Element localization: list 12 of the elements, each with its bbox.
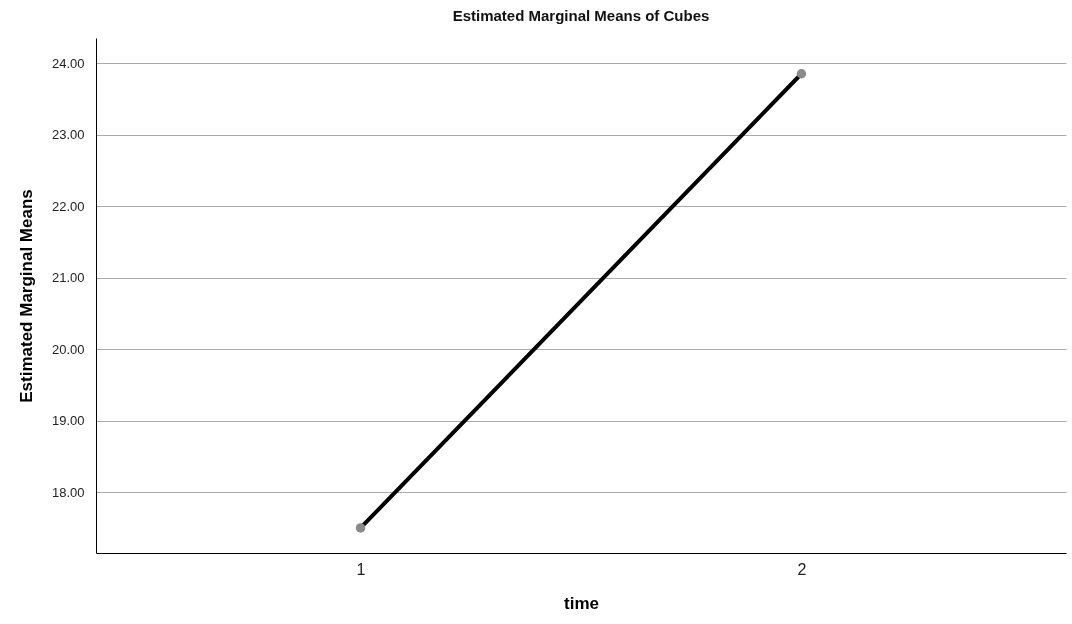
y-tick-label: 22.00 — [51, 198, 85, 214]
y-axis-title: Estimated Marginal Means — [16, 189, 36, 403]
y-tick-label: 18.00 — [51, 484, 85, 500]
y-tick-label: 24.00 — [51, 55, 85, 71]
y-tick-label: 19.00 — [51, 413, 85, 429]
y-tick-label: 20.00 — [51, 341, 85, 357]
x-tick-label: 2 — [797, 560, 807, 578]
chart-title: Estimated Marginal Means of Cubes — [452, 7, 710, 24]
y-tick-label: 23.00 — [51, 127, 85, 143]
x-axis-title: time — [564, 593, 599, 613]
x-tick-label: 1 — [356, 560, 366, 578]
y-tick-label: 21.00 — [51, 270, 85, 286]
